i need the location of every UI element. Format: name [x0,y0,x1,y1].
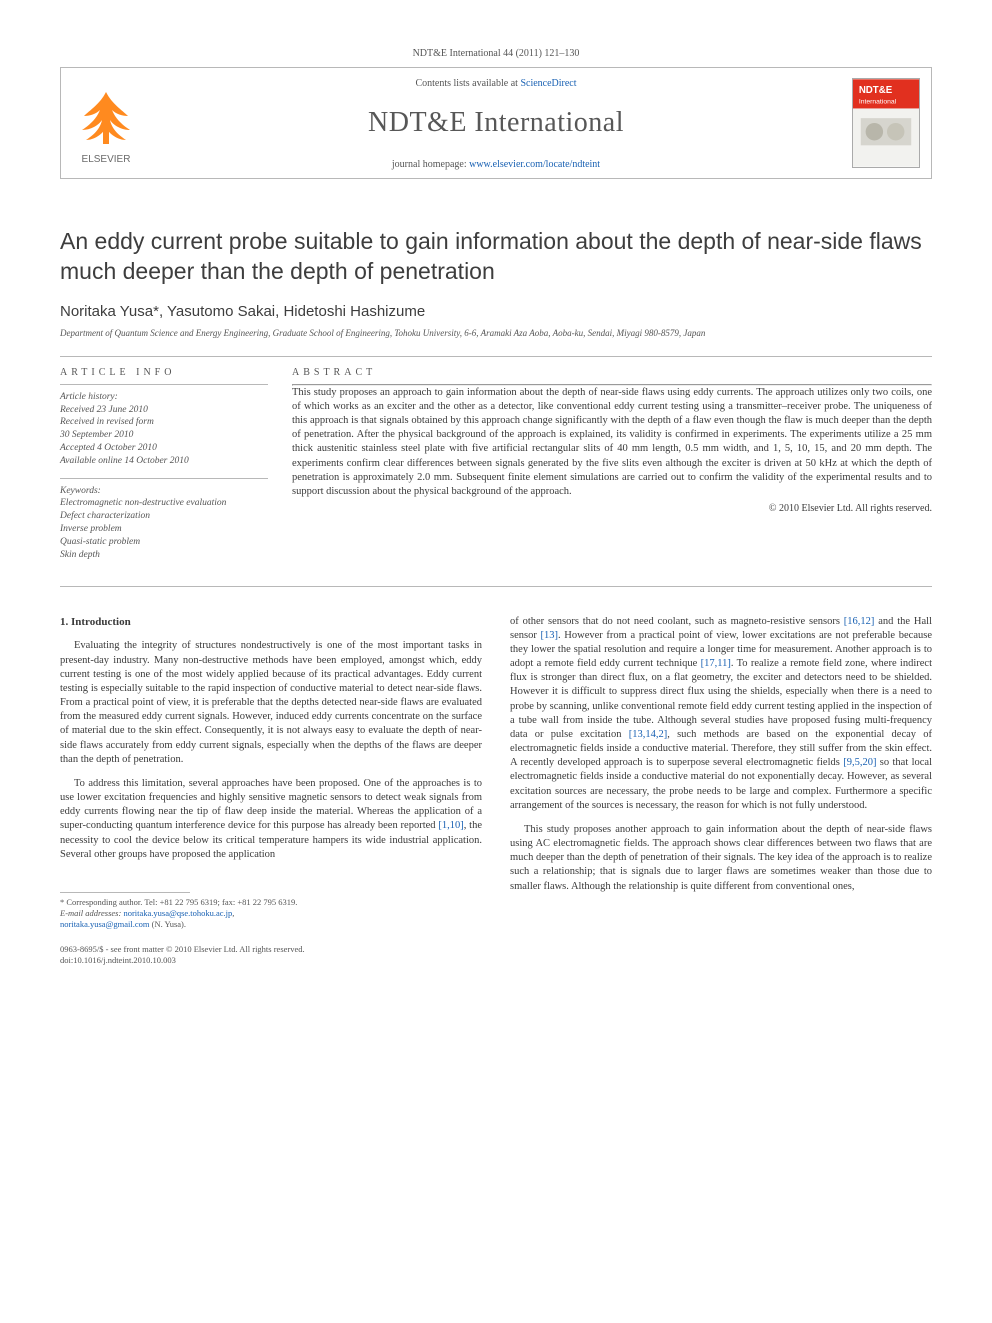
homepage-prefix: journal homepage: [392,159,469,170]
keywords-label: Keywords: [60,486,101,496]
front-matter-line: 0963-8695/$ - see front matter © 2010 El… [60,944,482,955]
keyword: Electromagnetic non-destructive evaluati… [60,498,226,508]
history-line: Received in revised form [60,417,154,427]
copyright-line: © 2010 Elsevier Ltd. All rights reserved… [292,503,932,514]
email-sep: , [232,908,234,918]
abstract-heading: ABSTRACT [292,367,932,378]
citation-link[interactable]: [13] [541,630,559,641]
body-paragraph: Evaluating the integrity of structures n… [60,639,482,767]
abstract-text: This study proposes an approach to gain … [292,386,932,499]
article-title: An eddy current probe suitable to gain i… [60,227,932,287]
author-link[interactable]: Noritaka Yusa*, Yasutomo Sakai, Hidetosh… [60,303,425,320]
homepage-line: journal homepage: www.elsevier.com/locat… [157,159,835,170]
keyword: Inverse problem [60,524,122,534]
corresponding-author: * Corresponding author. Tel: +81 22 795 … [60,897,482,908]
footnote-rule [60,892,190,893]
keyword: Defect characterization [60,511,150,521]
doi-line: doi:10.1016/j.ndteint.2010.10.003 [60,955,482,966]
history-line: Received 23 June 2010 [60,405,148,415]
citation-link[interactable]: [13,14,2] [629,729,668,740]
divider-bottom [60,586,932,587]
citation-link[interactable]: [1,10] [438,820,463,831]
divider-top [60,356,932,357]
journal-header: ELSEVIER Contents lists available at Sci… [60,67,932,179]
publisher-logo-cell: ELSEVIER [61,68,151,178]
affiliation: Department of Quantum Science and Energy… [60,328,932,338]
elsevier-logo-icon: ELSEVIER [70,86,142,166]
homepage-link[interactable]: www.elsevier.com/locate/ndteint [469,159,600,170]
journal-cover-icon: NDT&E International [852,78,920,168]
contents-available-line: Contents lists available at ScienceDirec… [157,78,835,89]
email-line-2: noritaka.yusa@gmail.com (N. Yusa). [60,919,482,930]
citation-link[interactable]: [16,12] [844,616,875,627]
history-line: Available online 14 October 2010 [60,456,189,466]
divider-meta-1 [60,384,268,385]
left-column: 1. Introduction Evaluating the integrity… [60,615,482,967]
journal-title: NDT&E International [157,107,835,139]
journal-reference: NDT&E International 44 (2011) 121–130 [60,48,932,59]
divider-meta-2 [60,478,268,479]
body-paragraph: To address this limitation, several appr… [60,777,482,862]
contents-prefix: Contents lists available at [415,78,520,89]
article-history: Article history: Received 23 June 2010 R… [60,391,268,468]
corresponding-footer: * Corresponding author. Tel: +81 22 795 … [60,892,482,930]
body-paragraph: This study proposes another approach to … [510,823,932,894]
history-line: Accepted 4 October 2010 [60,443,157,453]
body-text: . To realize a remote field zone, where … [510,658,932,740]
authors-line: Noritaka Yusa*, Yasutomo Sakai, Hidetosh… [60,303,932,320]
sciencedirect-link[interactable]: ScienceDirect [520,78,576,89]
email-link[interactable]: noritaka.yusa@qse.tohoku.ac.jp [123,908,232,918]
front-matter-info: 0963-8695/$ - see front matter © 2010 El… [60,944,482,966]
body-columns: 1. Introduction Evaluating the integrity… [60,615,932,967]
email-label: E-mail addresses: [60,908,121,918]
keyword: Skin depth [60,550,100,560]
right-column: of other sensors that do not need coolan… [510,615,932,967]
cover-title-2: International [859,99,897,106]
email-line: E-mail addresses: noritaka.yusa@qse.toho… [60,908,482,919]
email-link[interactable]: noritaka.yusa@gmail.com [60,919,150,929]
email-author-name: (N. Yusa). [150,919,187,929]
article-info-heading: ARTICLE INFO [60,367,268,378]
article-info-column: ARTICLE INFO Article history: Received 2… [60,367,268,572]
abstract-column: ABSTRACT This study proposes an approach… [292,367,932,572]
history-line: 30 September 2010 [60,430,133,440]
citation-link[interactable]: [9,5,20] [843,757,876,768]
keywords-block: Keywords: Electromagnetic non-destructiv… [60,485,268,562]
section-heading-intro: 1. Introduction [60,615,482,630]
citation-link[interactable]: [17,11] [701,658,731,669]
cover-title-1: NDT&E [859,85,893,96]
keyword: Quasi-static problem [60,537,140,547]
cover-thumb-cell: NDT&E International [841,68,931,178]
body-paragraph: of other sensors that do not need coolan… [510,615,932,813]
elsevier-wordmark: ELSEVIER [82,154,131,165]
body-text: of other sensors that do not need coolan… [510,616,844,627]
history-label: Article history: [60,392,118,402]
body-text: To address this limitation, several appr… [60,778,482,832]
